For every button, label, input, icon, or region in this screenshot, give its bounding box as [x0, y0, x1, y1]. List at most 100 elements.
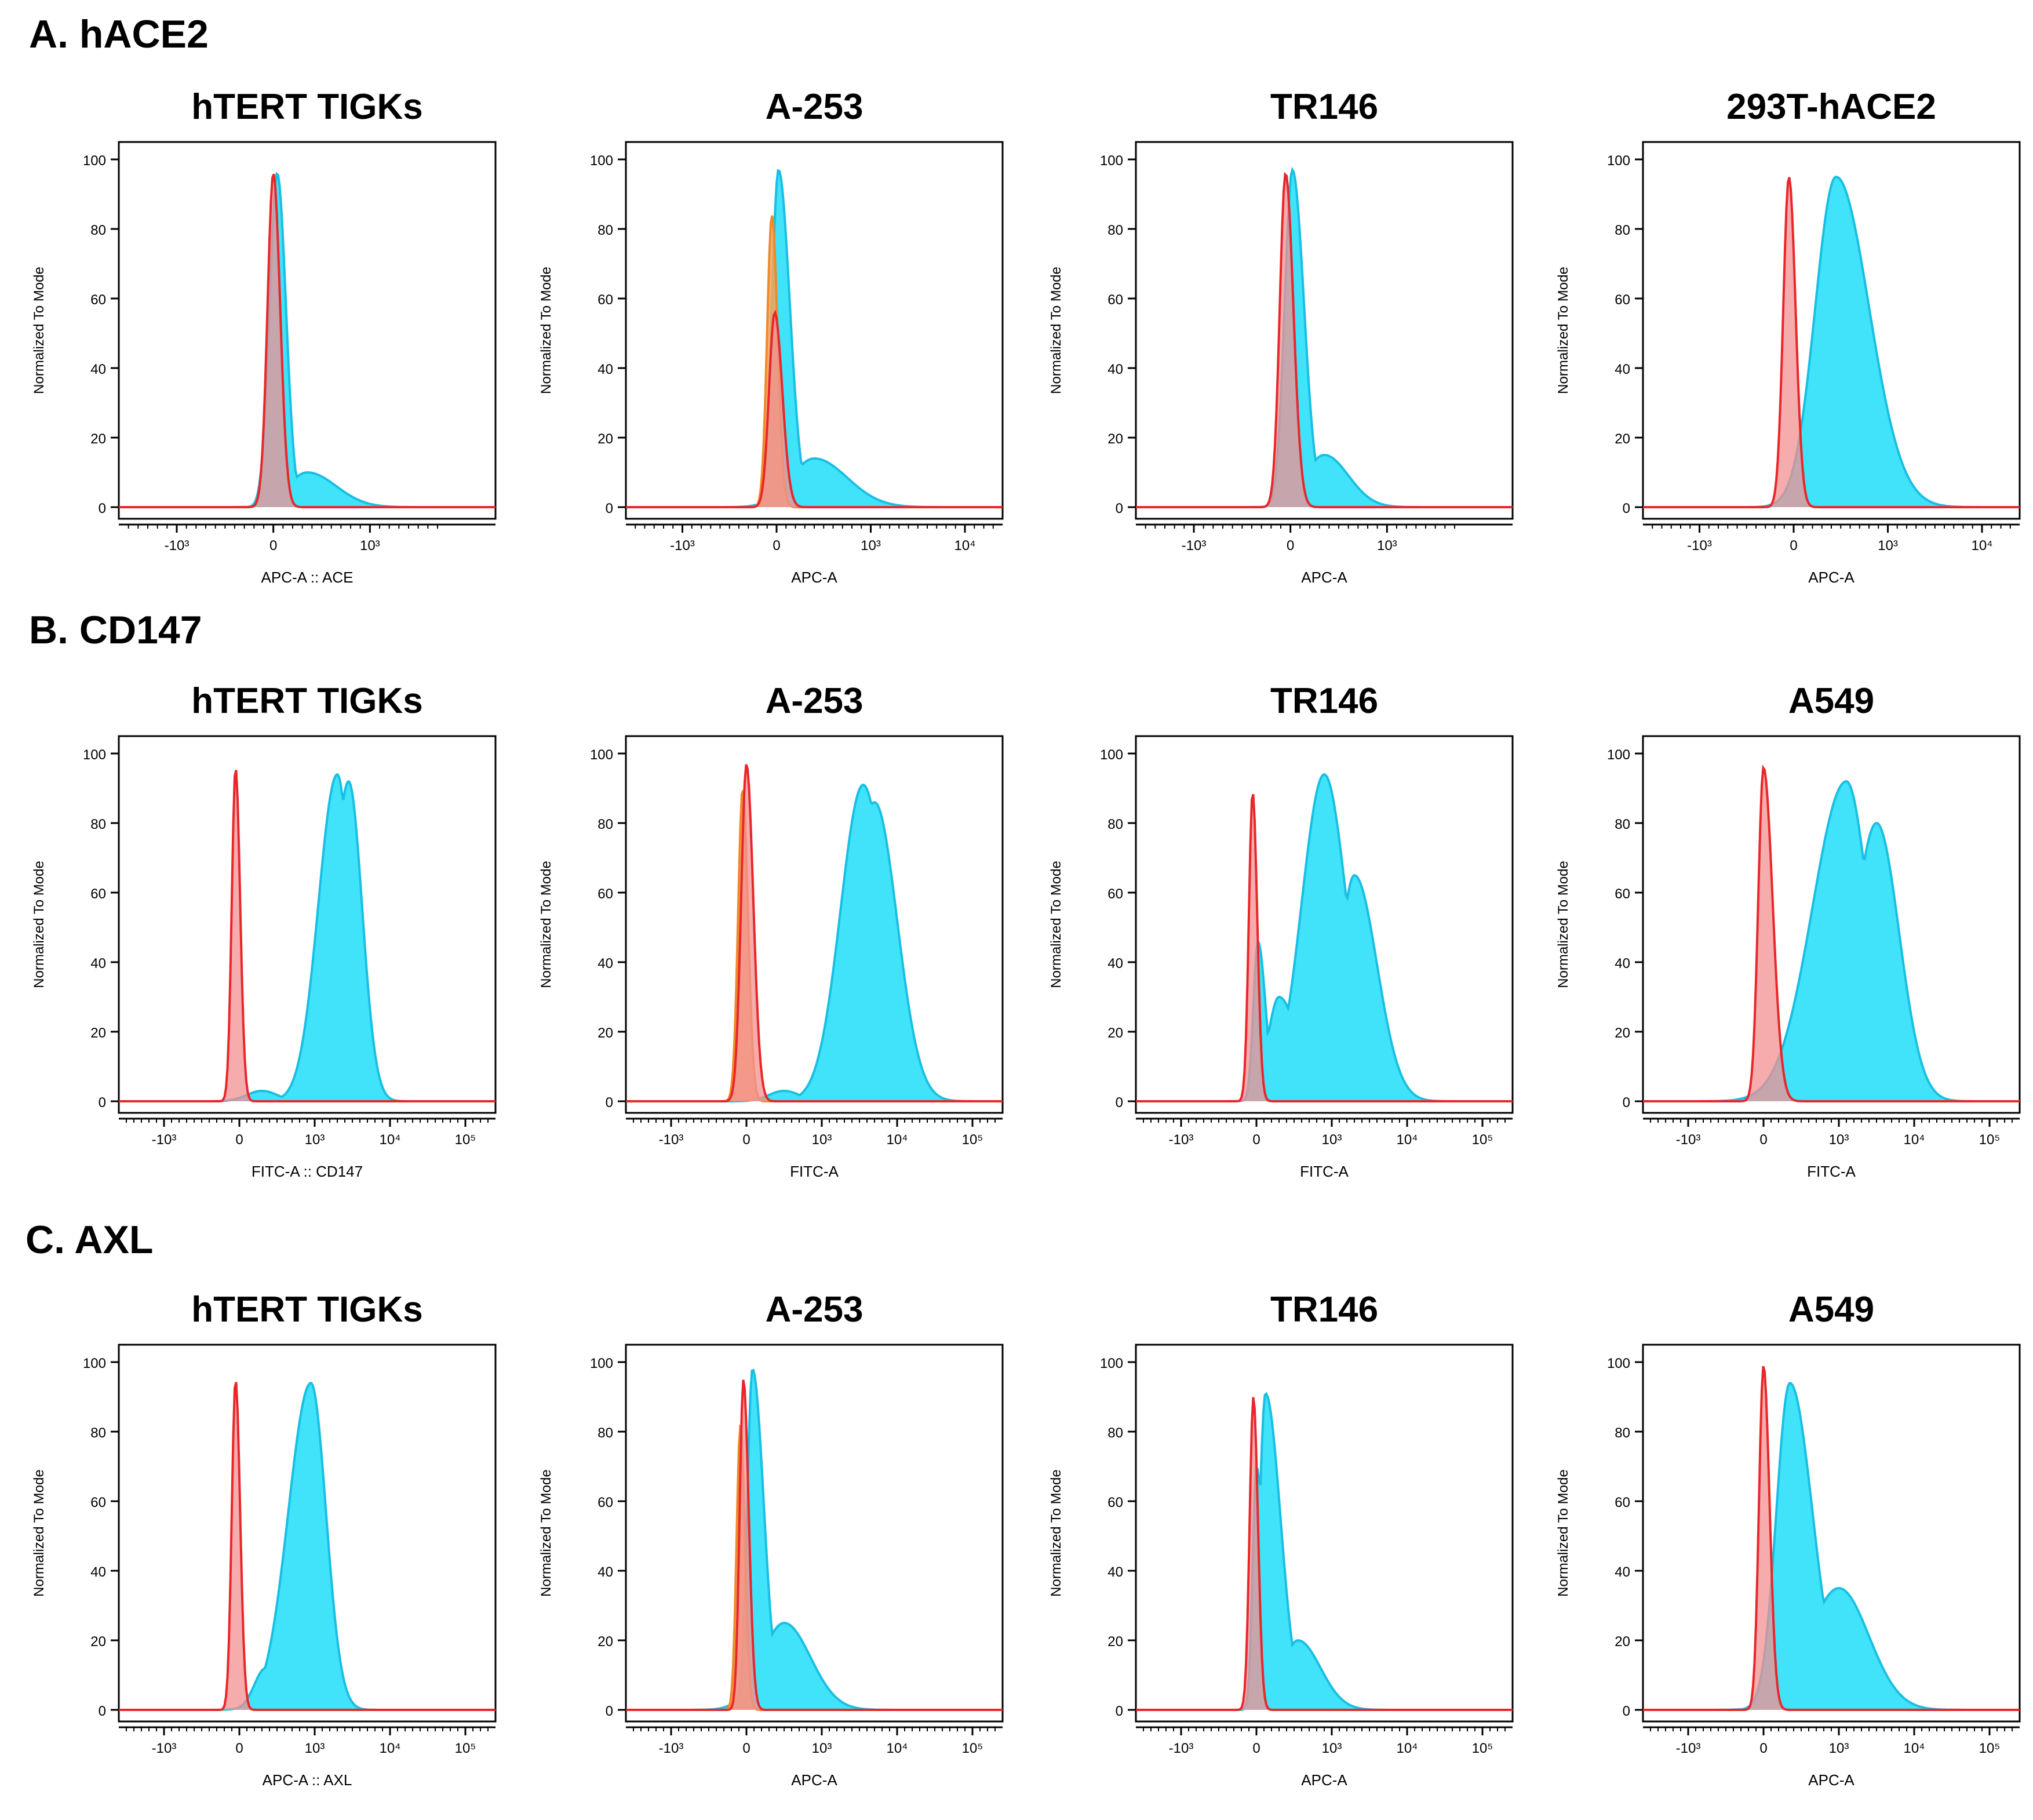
- y-tick-label: 80: [90, 817, 106, 832]
- x-axis-label: APC-A :: ACE: [261, 569, 354, 586]
- y-tick-label: 100: [590, 1356, 613, 1371]
- histogram-panel: TR146 0 20 40 60 80 100 Normalized To Mode -10³ 0…: [1048, 87, 1514, 586]
- y-tick-label: 20: [1615, 1634, 1630, 1650]
- x-tick-label: 0: [1759, 1132, 1767, 1148]
- x-tick-label: 10⁵: [455, 1741, 476, 1756]
- x-tick-label: 0: [742, 1741, 750, 1756]
- y-tick-label: 0: [606, 1703, 613, 1719]
- test-histogram-fill: [1643, 781, 2020, 1101]
- y-axis-label: Normalized To Mode: [1048, 267, 1064, 394]
- histogram-panel: 293T-hACE2 0 20 40 60 80 100 Normalized To Mode…: [1555, 87, 2021, 586]
- test-histogram-fill: [1136, 774, 1513, 1101]
- x-tick-label: 10⁴: [1903, 1741, 1925, 1756]
- y-tick-label: 0: [99, 501, 106, 516]
- isotype-histogram-line: [626, 789, 1003, 1102]
- y-tick-label: 0: [1116, 1703, 1123, 1719]
- isotype-histogram-fill: [626, 790, 1003, 1101]
- histogram-panel: A549 0 20 40 60 80 100 Normalized To Mode -10³ 0 1…: [1555, 1290, 2021, 1789]
- control-histogram-fill: [1136, 1397, 1513, 1710]
- x-axis-label: FITC-A: [1807, 1163, 1856, 1180]
- y-tick-label: 0: [1623, 1703, 1630, 1719]
- panel-title: A549: [1788, 681, 1874, 721]
- x-tick-label: 10⁵: [1979, 1741, 2001, 1756]
- test-histogram-line: [626, 1368, 1003, 1711]
- x-axis-label: APC-A: [1301, 1771, 1347, 1789]
- x-axis-label: APC-A: [791, 1771, 837, 1789]
- x-tick-label: 10³: [360, 538, 380, 554]
- x-tick-label: 10⁴: [1396, 1132, 1418, 1148]
- x-tick-label: 10⁴: [886, 1132, 908, 1148]
- y-tick-label: 20: [597, 431, 613, 447]
- y-tick-label: 80: [1107, 817, 1123, 832]
- x-tick-label: 0: [1252, 1741, 1260, 1756]
- y-tick-label: 20: [597, 1025, 613, 1041]
- y-tick-label: 80: [1615, 223, 1630, 238]
- x-axis-label: FITC-A: [790, 1163, 839, 1180]
- test-histogram-fill: [626, 170, 1003, 507]
- plot-frame: [625, 1344, 1004, 1723]
- histogram-panels: hTERT TIGKs 0 20 40 60 80 100 Normalized To Mod…: [31, 87, 2021, 1789]
- panel-title: hTERT TIGKs: [191, 681, 423, 721]
- x-tick-label: 10⁴: [379, 1741, 400, 1756]
- x-tick-label: 10³: [305, 1741, 325, 1756]
- x-tick-label: 10⁴: [1396, 1741, 1418, 1756]
- y-tick-label: 100: [1607, 153, 1630, 169]
- histogram-panel: hTERT TIGKs 0 20 40 60 80 100 Normalized To Mod…: [31, 681, 497, 1180]
- control-histogram-line: [1643, 1366, 2020, 1711]
- panel-title: A-253: [766, 1290, 864, 1330]
- test-histogram-fill: [119, 774, 496, 1101]
- row-label-cd147: B. CD147: [29, 608, 202, 652]
- panel-title: TR146: [1270, 1290, 1378, 1330]
- x-tick-label: -10³: [1687, 538, 1712, 554]
- y-tick-label: 20: [1615, 431, 1630, 447]
- x-tick-label: 10⁵: [962, 1741, 983, 1756]
- plot-frame: [118, 1344, 497, 1723]
- x-tick-label: -10³: [1676, 1132, 1701, 1148]
- y-axis-label: Normalized To Mode: [538, 1469, 554, 1597]
- test-histogram-fill: [1643, 177, 2020, 508]
- test-histogram-fill: [626, 1370, 1003, 1710]
- y-tick-label: 60: [1107, 1495, 1123, 1510]
- control-histogram-line: [1136, 793, 1513, 1102]
- control-histogram-fill: [626, 1379, 1003, 1710]
- y-tick-label: 60: [90, 292, 106, 308]
- histogram-panel: TR146 0 20 40 60 80 100 Normalized To Mode -10³ 0…: [1048, 1290, 1514, 1789]
- y-axis-label: Normalized To Mode: [538, 267, 554, 394]
- test-histogram-line: [1136, 1392, 1513, 1711]
- y-tick-label: 0: [99, 1095, 106, 1111]
- panel-title: TR146: [1270, 87, 1378, 127]
- y-tick-label: 40: [597, 362, 613, 377]
- test-histogram-fill: [1643, 1383, 2020, 1710]
- test-histogram-fill: [1136, 1393, 1513, 1710]
- y-tick-label: 60: [90, 886, 106, 902]
- y-tick-label: 60: [1615, 886, 1630, 902]
- x-tick-label: 0: [235, 1741, 243, 1756]
- x-tick-label: 10⁴: [1903, 1132, 1925, 1148]
- y-tick-label: 20: [1107, 1025, 1123, 1041]
- test-histogram-line: [119, 171, 496, 508]
- x-tick-label: 10⁵: [455, 1132, 476, 1148]
- x-tick-label: 0: [1287, 538, 1294, 554]
- y-axis-label: Normalized To Mode: [538, 861, 554, 988]
- y-axis-label: Normalized To Mode: [1555, 861, 1571, 988]
- x-tick-label: -10³: [1676, 1741, 1701, 1756]
- y-tick-label: 40: [90, 1564, 106, 1580]
- row-label-hace2: A. hACE2: [29, 12, 209, 56]
- y-tick-label: 20: [597, 1634, 613, 1650]
- control-histogram-fill: [119, 174, 496, 507]
- histogram-panel: A-253 0 20 40 60 80 100 Normalized To Mode -10³ 0…: [538, 681, 1004, 1180]
- x-tick-label: 10³: [1878, 538, 1898, 554]
- y-tick-label: 40: [90, 956, 106, 971]
- x-tick-label: 10⁴: [886, 1741, 908, 1756]
- panel-title: hTERT TIGKs: [191, 87, 423, 127]
- y-tick-label: 20: [1107, 431, 1123, 447]
- test-histogram-line: [626, 783, 1003, 1102]
- plot-frame: [118, 735, 497, 1114]
- y-tick-label: 100: [83, 747, 106, 763]
- histogram-panel: hTERT TIGKs 0 20 40 60 80 100 Normalized To Mod…: [31, 1290, 497, 1789]
- control-histogram-line: [1136, 172, 1513, 508]
- control-histogram-line: [1643, 177, 2020, 508]
- y-tick-label: 80: [1107, 223, 1123, 238]
- y-tick-label: 40: [1107, 362, 1123, 377]
